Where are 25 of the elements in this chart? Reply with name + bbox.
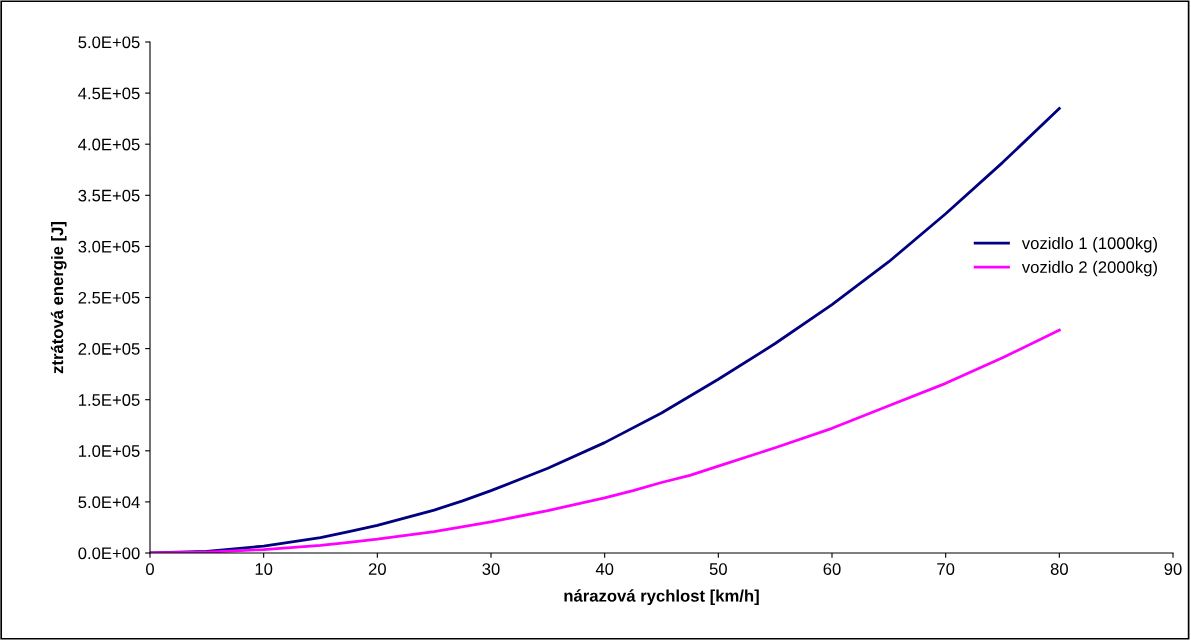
x-tick-label: 30 — [482, 563, 500, 575]
x-tick-label: 40 — [595, 563, 614, 575]
y-tick-label: 3.0E+05 — [78, 240, 140, 253]
x-tick-label: 70 — [937, 563, 955, 575]
y-tick-label: 0.0E+00 — [78, 547, 140, 560]
x-tick-label: 20 — [368, 563, 386, 575]
x-axis-title: nárazová rychlost [km/h] — [564, 589, 759, 606]
legend-label: vozidlo 2 (2000kg) — [1021, 260, 1157, 277]
x-tick-label: 80 — [1050, 563, 1068, 575]
y-tick-label: 5.0E+05 — [78, 36, 140, 49]
y-tick-label: 5.0E+04 — [78, 496, 140, 509]
legend-label: vozidlo 1 (1000kg) — [1021, 236, 1157, 253]
y-tick-label: 2.0E+05 — [78, 343, 140, 355]
y-tick-label: 2.5E+05 — [78, 291, 140, 304]
x-tick-label: 90 — [1164, 563, 1182, 575]
x-tick-label: 50 — [709, 563, 727, 575]
y-tick-label: 4.5E+05 — [78, 87, 140, 100]
x-tick-label: 10 — [255, 563, 273, 575]
x-tick-label: 60 — [823, 563, 841, 575]
y-tick-label: 3.5E+05 — [78, 189, 140, 202]
y-tick-label: 4.0E+05 — [78, 138, 140, 151]
y-axis-title: ztrátová energie [J] — [50, 222, 67, 374]
y-tick-label: 1.5E+05 — [78, 394, 140, 406]
x-tick-label: 0 — [146, 563, 154, 575]
y-tick-label: 1.0E+05 — [78, 445, 140, 457]
